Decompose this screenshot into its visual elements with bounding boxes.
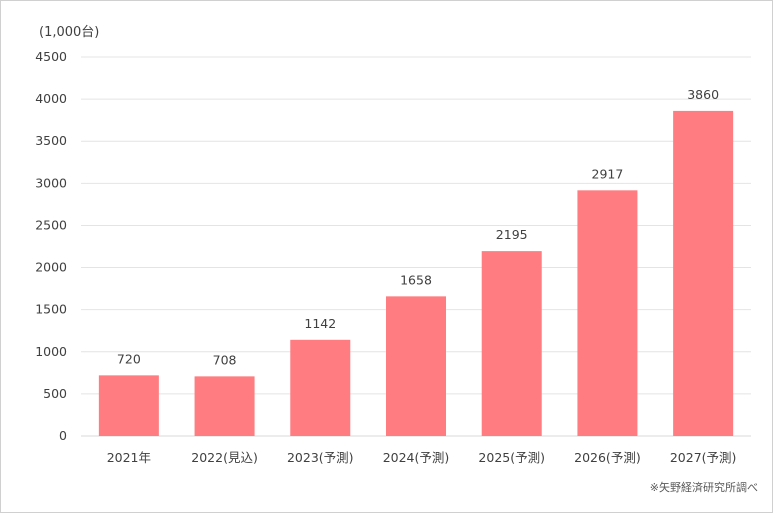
bar	[673, 110, 734, 436]
y-tick-label: 0	[59, 428, 67, 443]
y-tick-label: 500	[43, 386, 67, 401]
data-label: 720	[117, 351, 141, 366]
bar	[194, 376, 255, 436]
x-tick-label: 2027(予測)	[670, 450, 737, 465]
y-tick-label: 3500	[35, 133, 67, 148]
y-tick-label: 3000	[35, 175, 67, 190]
bar	[386, 296, 446, 436]
data-label: 2195	[496, 227, 528, 242]
bar	[290, 339, 351, 436]
data-label: 2917	[592, 166, 624, 181]
y-tick-label: 1000	[35, 344, 67, 359]
y-axis-unit-label: (1,000台)	[39, 25, 100, 40]
bar	[98, 375, 159, 436]
bar	[481, 251, 542, 436]
data-label: 1658	[400, 272, 432, 287]
y-tick-label: 2000	[35, 260, 67, 275]
bar	[577, 190, 638, 436]
y-tick-label: 1500	[35, 302, 67, 317]
data-label: 1142	[304, 316, 336, 331]
data-label: 3860	[687, 87, 719, 102]
x-tick-label: 2024(予測)	[383, 450, 450, 465]
y-tick-label: 4000	[35, 91, 67, 106]
source-note: ※矢野経済研究所調べ	[649, 481, 758, 494]
x-tick-label: 2021年	[107, 450, 151, 465]
x-tick-label: 2025(予測)	[478, 450, 545, 465]
y-tick-label: 4500	[35, 49, 67, 64]
data-label: 708	[213, 352, 237, 367]
x-tick-label: 2023(予測)	[287, 450, 354, 465]
y-tick-label: 2500	[35, 217, 67, 232]
x-tick-label: 2022(見込)	[191, 450, 258, 465]
x-tick-label: 2026(予測)	[574, 450, 641, 465]
